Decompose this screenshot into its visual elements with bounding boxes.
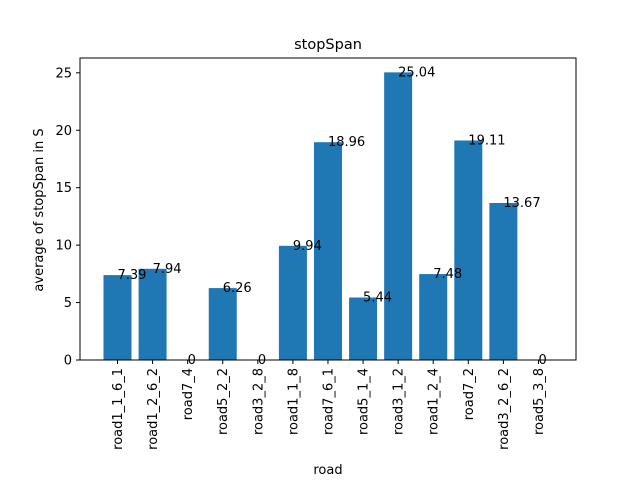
bar bbox=[419, 274, 448, 360]
x-tick-label: road7_2 bbox=[462, 368, 477, 420]
bar bbox=[349, 297, 378, 360]
x-axis-label: road bbox=[313, 463, 342, 478]
bars-group bbox=[103, 72, 518, 361]
data-label: 25.04 bbox=[398, 65, 435, 80]
x-tick-label: road1_2_6_2 bbox=[146, 368, 161, 450]
x-tick-label: road5_2_2 bbox=[216, 368, 231, 435]
x-tick-label: road3_1_2 bbox=[392, 368, 407, 435]
data-label: 19.11 bbox=[468, 133, 505, 148]
data-label: 9.94 bbox=[293, 239, 322, 254]
data-label: 5.44 bbox=[363, 291, 392, 306]
chart-title: stopSpan bbox=[294, 37, 362, 53]
bar bbox=[489, 202, 518, 360]
y-tick-label: 25 bbox=[55, 66, 72, 81]
bar bbox=[208, 288, 237, 360]
bar bbox=[384, 72, 413, 361]
x-tick-label: road5_3_8 bbox=[532, 368, 547, 435]
bar bbox=[454, 140, 483, 360]
y-tick-label: 10 bbox=[55, 239, 72, 254]
x-tick-label: road1_1_6_1 bbox=[111, 368, 126, 450]
data-label: 7.39 bbox=[118, 268, 147, 283]
y-tick-label: 20 bbox=[55, 124, 72, 139]
x-tick-label: road1_1_8 bbox=[286, 368, 301, 435]
y-tick-label: 0 bbox=[64, 354, 72, 369]
x-tick-label: road3_2_6_2 bbox=[497, 368, 512, 450]
data-label: 6.26 bbox=[223, 281, 252, 296]
data-label: 7.94 bbox=[153, 262, 182, 277]
x-tick-label: road3_2_8 bbox=[251, 368, 266, 435]
plot-area-frame bbox=[79, 57, 577, 361]
bar bbox=[278, 245, 307, 360]
x-tick-label: road5_1_4 bbox=[357, 368, 372, 435]
x-ticks-group: road1_1_6_1 road1_2_6_2 road7_4 road5_2_2 ro… bbox=[111, 360, 547, 450]
y-axis-label: average of stopSpan in S bbox=[32, 128, 47, 291]
x-tick-label: road7_4 bbox=[181, 368, 196, 420]
y-ticks-group: 0 5 10 15 20 25 bbox=[55, 66, 80, 369]
data-label: 13.67 bbox=[503, 196, 540, 211]
x-tick-label: road1_2_4 bbox=[427, 368, 442, 435]
y-tick-label: 5 bbox=[64, 296, 72, 311]
bar bbox=[313, 142, 342, 360]
bar bbox=[138, 268, 167, 360]
y-tick-label: 15 bbox=[55, 181, 72, 196]
data-label: 18.96 bbox=[328, 135, 365, 150]
x-tick-label: road7_6_1 bbox=[321, 368, 336, 435]
data-label: 7.48 bbox=[433, 267, 462, 282]
bar bbox=[103, 275, 132, 360]
